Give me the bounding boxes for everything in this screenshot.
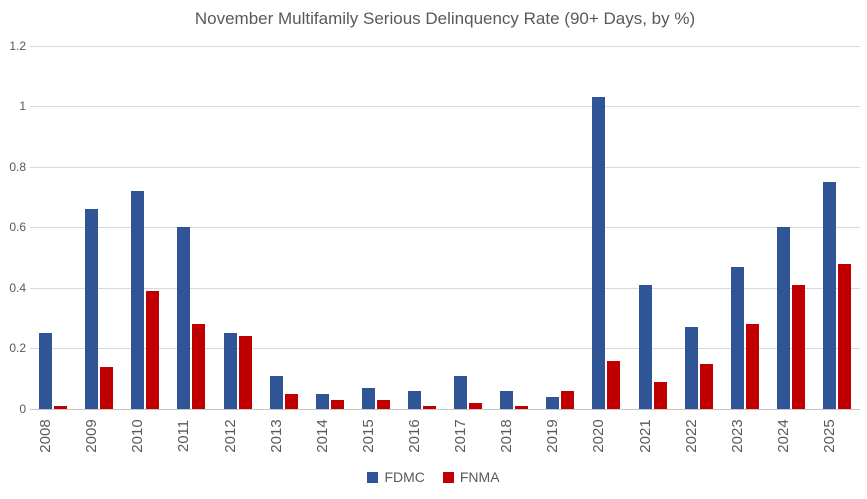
gridline-0.4 <box>30 287 860 289</box>
bar-fdmc-2018 <box>500 390 514 409</box>
bar-fnma-2011 <box>192 324 206 409</box>
bar-fdmc-2025 <box>822 181 836 409</box>
bar-fnma-2009 <box>100 366 114 409</box>
bar-fdmc-2012 <box>223 333 237 409</box>
bar-fdmc-2021 <box>638 284 652 409</box>
bar-fnma-2021 <box>653 381 667 409</box>
bar-fdmc-2020 <box>592 97 606 409</box>
y-axis-label-0.8: 0.8 <box>9 159 26 174</box>
bar-fdmc-2019 <box>546 396 560 409</box>
bar-fdmc-2022 <box>684 327 698 409</box>
x-axis-label-2015: 2015 <box>359 419 377 453</box>
y-axis-label-1: 1 <box>19 99 26 114</box>
bar-fdmc-2024 <box>776 227 790 409</box>
bar-fdmc-2015 <box>361 387 375 409</box>
chart-legend: FDMC FNMA <box>0 469 867 485</box>
x-axis-label-2009: 2009 <box>83 419 101 453</box>
legend-item-fdmc: FDMC <box>367 469 425 485</box>
bar-fdmc-2016 <box>407 390 421 409</box>
y-axis-label-0.2: 0.2 <box>9 341 26 356</box>
x-axis-label-2019: 2019 <box>544 419 562 453</box>
bar-fnma-2013 <box>284 393 298 409</box>
x-axis-label-2023: 2023 <box>728 419 746 453</box>
x-axis-label-2010: 2010 <box>129 419 147 453</box>
bar-fnma-2010 <box>146 290 160 409</box>
x-axis-label-2021: 2021 <box>636 419 654 453</box>
bar-fdmc-2023 <box>730 266 744 409</box>
gridline-0.2 <box>30 348 860 350</box>
x-axis-label-2014: 2014 <box>313 419 331 453</box>
x-axis-label-2025: 2025 <box>820 419 838 453</box>
gridline-1.2 <box>30 45 860 47</box>
bar-fnma-2012 <box>238 336 252 409</box>
bar-fnma-2019 <box>561 390 575 409</box>
bar-fnma-2014 <box>330 399 344 409</box>
bar-fdmc-2017 <box>454 375 468 409</box>
x-axis-label-2017: 2017 <box>452 419 470 453</box>
bar-fdmc-2008 <box>39 333 53 409</box>
x-axis-label-2008: 2008 <box>37 419 55 453</box>
x-axis-label-2024: 2024 <box>774 419 792 453</box>
x-axis-label-2018: 2018 <box>498 419 516 453</box>
legend-label-fdmc: FDMC <box>384 469 425 485</box>
bar-fnma-2025 <box>837 263 851 409</box>
x-axis-label-2013: 2013 <box>267 419 285 453</box>
y-axis-label-0: 0 <box>19 402 26 416</box>
legend-item-fnma: FNMA <box>442 469 500 485</box>
chart-title: November Multifamily Serious Delinquency… <box>194 9 696 28</box>
bar-fnma-2015 <box>376 399 390 409</box>
legend-swatch-fnma-icon <box>442 471 454 483</box>
x-axis-label-2012: 2012 <box>221 419 239 453</box>
y-axis-label-1.2: 1.2 <box>9 38 26 53</box>
bar-fnma-2018 <box>515 405 529 409</box>
gridline-0.6 <box>30 227 860 229</box>
bar-fnma-2020 <box>607 360 621 409</box>
bar-fnma-2008 <box>54 405 68 409</box>
bar-fdmc-2009 <box>85 209 99 409</box>
x-axis-label-2022: 2022 <box>682 419 700 453</box>
bar-fdmc-2010 <box>131 190 145 409</box>
x-axis-label-2016: 2016 <box>405 419 423 453</box>
bar-fnma-2017 <box>469 402 483 409</box>
bar-fnma-2024 <box>791 284 805 409</box>
bar-fdmc-2011 <box>177 227 191 409</box>
x-axis-label-2011: 2011 <box>175 419 193 453</box>
x-axis-label-2020: 2020 <box>590 419 608 453</box>
y-axis-label-0.4: 0.4 <box>9 280 26 295</box>
bar-fdmc-2013 <box>269 375 283 409</box>
legend-swatch-fdmc-icon <box>367 471 379 483</box>
gridline-1 <box>30 106 860 108</box>
gridline-0.8 <box>30 166 860 168</box>
bar-fnma-2022 <box>699 363 713 409</box>
legend-label-fnma: FNMA <box>459 469 500 485</box>
x-axis-line <box>30 409 860 410</box>
bar-fnma-2023 <box>745 324 759 409</box>
bar-fdmc-2014 <box>315 393 329 409</box>
bar-fnma-2016 <box>422 405 436 409</box>
y-axis-label-0.6: 0.6 <box>9 220 26 235</box>
